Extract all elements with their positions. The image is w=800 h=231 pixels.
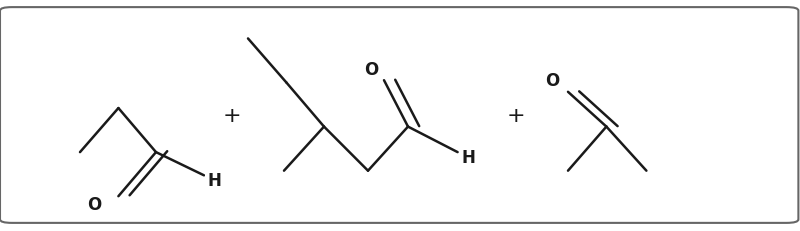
- Text: O: O: [545, 72, 559, 90]
- Text: H: H: [207, 171, 222, 189]
- Text: +: +: [222, 106, 242, 125]
- Text: O: O: [364, 60, 378, 78]
- Text: O: O: [87, 195, 102, 213]
- Text: H: H: [461, 149, 475, 167]
- FancyBboxPatch shape: [0, 8, 798, 223]
- Text: +: +: [506, 106, 526, 125]
